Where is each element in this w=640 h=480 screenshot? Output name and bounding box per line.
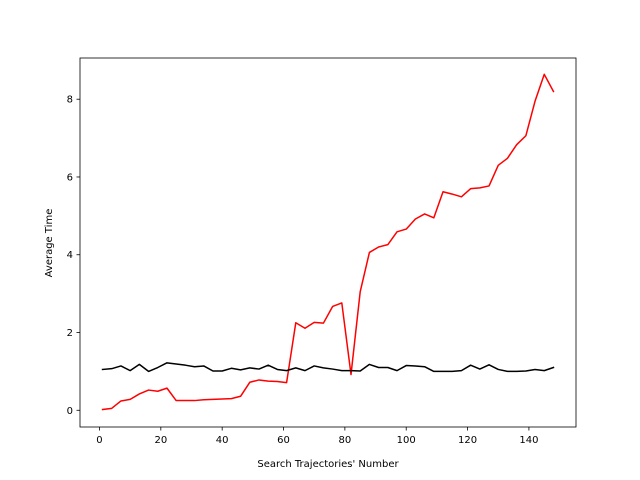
x-tick-label: 60 [277,435,290,446]
ticks-layer: 0 20 40 60 80 100 120 140 0 2 4 6 8 [67,95,539,446]
x-tick-label: 0 [96,435,102,446]
x-tick-label: 100 [397,435,416,446]
series-line-1 [101,73,555,411]
y-tick-label: 8 [67,95,73,106]
y-tick-label: 0 [67,406,73,417]
x-tick-label: 40 [216,435,229,446]
y-tick-label: 4 [67,250,73,261]
series-layer [101,73,555,411]
x-axis-label: Search Trajectories' Number [257,459,399,470]
x-tick-label: 120 [458,435,477,446]
series-line-2 [101,362,555,373]
y-tick-label: 6 [67,172,73,183]
y-tick-label: 2 [67,328,73,339]
y-axis-label: Average Time [44,209,55,278]
x-tick-label: 80 [339,435,352,446]
axes-layer [79,57,577,428]
x-tick-label: 20 [154,435,167,446]
x-tick-label: 140 [519,435,538,446]
plot-frame [79,57,577,428]
